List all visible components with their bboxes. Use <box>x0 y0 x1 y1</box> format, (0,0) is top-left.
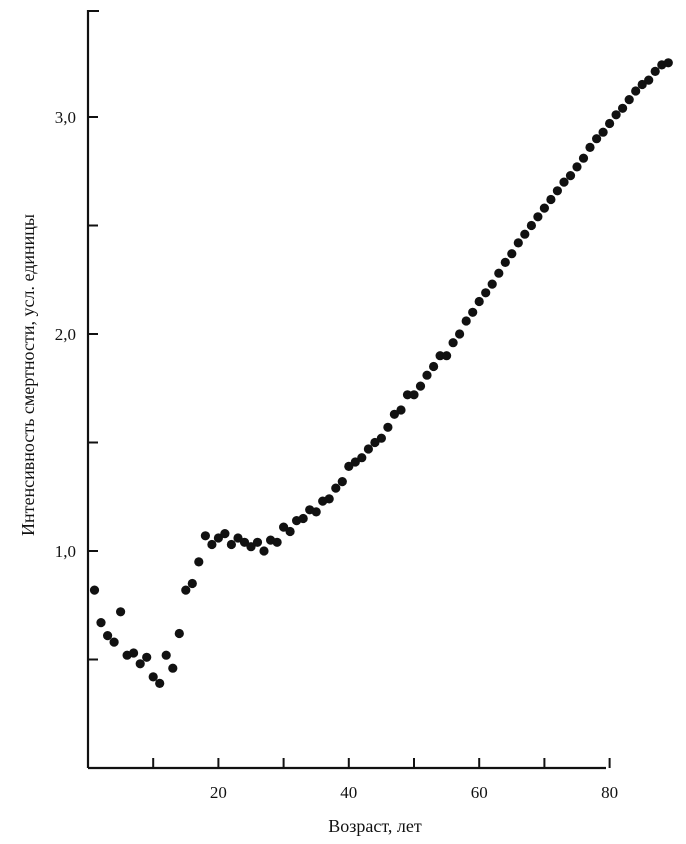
data-point <box>396 405 406 415</box>
x-tick-label: 20 <box>210 783 227 802</box>
data-point <box>487 279 497 289</box>
y-tick-label: 2,0 <box>55 325 76 344</box>
data-point <box>415 381 426 391</box>
data-point <box>389 409 399 419</box>
data-point <box>89 585 100 595</box>
data-point <box>611 110 621 120</box>
data-point <box>213 533 223 543</box>
data-point <box>429 361 439 372</box>
data-point <box>605 118 615 129</box>
data-point <box>181 585 191 595</box>
data-point <box>96 618 106 628</box>
x-tick-label: 80 <box>601 783 618 802</box>
data-point <box>578 153 589 163</box>
data-point <box>357 453 367 463</box>
x-tick-label: 40 <box>340 783 357 802</box>
data-point <box>344 461 354 471</box>
y-tick-label: 1,0 <box>55 542 76 561</box>
data-point <box>207 539 217 550</box>
data-point <box>168 663 178 673</box>
data-point <box>129 648 139 658</box>
data-point <box>565 171 576 181</box>
data-point <box>500 257 510 267</box>
data-point <box>644 75 654 85</box>
data-point <box>448 338 458 348</box>
data-point <box>116 607 126 617</box>
data-point <box>363 444 373 454</box>
data-point <box>533 212 543 222</box>
data-point <box>331 483 341 493</box>
x-tick-label: 60 <box>471 783 488 802</box>
data-point <box>539 203 550 213</box>
data-point <box>552 186 563 196</box>
data-point <box>135 659 145 669</box>
data-point <box>624 95 634 105</box>
data-point <box>455 329 465 339</box>
data-point <box>631 86 641 96</box>
data-point <box>520 229 530 239</box>
data-point <box>155 678 165 689</box>
data-point <box>650 66 660 76</box>
data-point <box>572 162 582 172</box>
data-point <box>298 513 308 524</box>
data-point <box>637 79 647 90</box>
tick-group: 20 40 60 80 1,0 2,0 3,0 <box>55 10 618 802</box>
data-point <box>585 142 595 152</box>
data-point <box>103 631 113 641</box>
data-point <box>311 507 321 517</box>
data-point <box>422 370 432 380</box>
data-point <box>285 526 295 537</box>
data-point <box>402 390 413 400</box>
data-point <box>513 238 523 248</box>
data-point <box>233 533 243 543</box>
x-axis-label: Возраст, лет <box>328 816 422 836</box>
data-point <box>383 422 393 432</box>
data-point <box>526 220 537 231</box>
data-point <box>618 103 628 113</box>
data-point <box>494 268 504 278</box>
data-point <box>272 537 282 547</box>
y-axis-label: Интенсивность смертности, усл. единицы <box>18 214 38 536</box>
data-point <box>598 127 608 137</box>
data-point <box>161 650 171 660</box>
data-point <box>109 637 119 647</box>
data-point <box>468 307 478 317</box>
data-point <box>337 477 347 487</box>
data-point <box>546 194 556 205</box>
data-points <box>89 58 673 689</box>
data-point <box>663 58 673 68</box>
data-point <box>507 249 517 259</box>
data-point <box>350 457 360 467</box>
data-point <box>474 296 484 307</box>
data-point <box>442 351 452 361</box>
y-tick-label: 3,0 <box>55 108 76 127</box>
data-point <box>559 177 569 187</box>
data-point <box>148 672 158 682</box>
data-point <box>461 316 471 326</box>
data-point <box>592 134 602 144</box>
data-point <box>142 652 152 662</box>
data-point <box>187 578 197 589</box>
data-point <box>259 546 269 556</box>
data-point <box>376 433 386 443</box>
data-point <box>324 494 334 504</box>
data-point <box>279 522 289 532</box>
data-point <box>435 351 445 361</box>
data-point <box>200 531 210 541</box>
data-point <box>220 529 230 539</box>
data-point <box>239 537 250 547</box>
data-point <box>409 390 419 400</box>
data-point <box>226 539 236 550</box>
data-point <box>194 557 204 567</box>
data-point <box>246 542 256 552</box>
data-point <box>174 628 184 639</box>
data-point <box>370 437 380 448</box>
data-point <box>252 537 263 547</box>
data-point <box>481 288 491 298</box>
